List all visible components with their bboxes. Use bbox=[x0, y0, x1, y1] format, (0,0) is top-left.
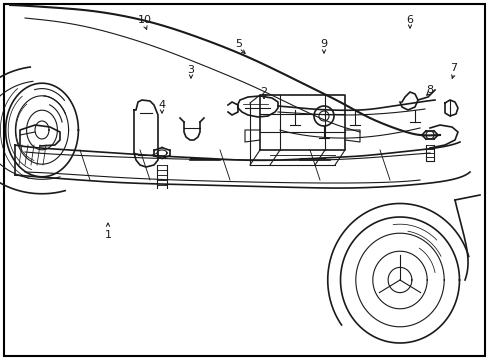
Text: 8: 8 bbox=[426, 85, 433, 95]
Text: 9: 9 bbox=[320, 39, 327, 49]
Text: 4: 4 bbox=[158, 100, 165, 110]
Text: 7: 7 bbox=[449, 63, 457, 73]
Text: 5: 5 bbox=[235, 39, 242, 49]
Text: 6: 6 bbox=[406, 15, 413, 25]
Text: 1: 1 bbox=[104, 230, 111, 240]
Text: 3: 3 bbox=[187, 65, 194, 75]
Text: 10: 10 bbox=[138, 15, 152, 25]
Text: 2: 2 bbox=[260, 87, 267, 97]
